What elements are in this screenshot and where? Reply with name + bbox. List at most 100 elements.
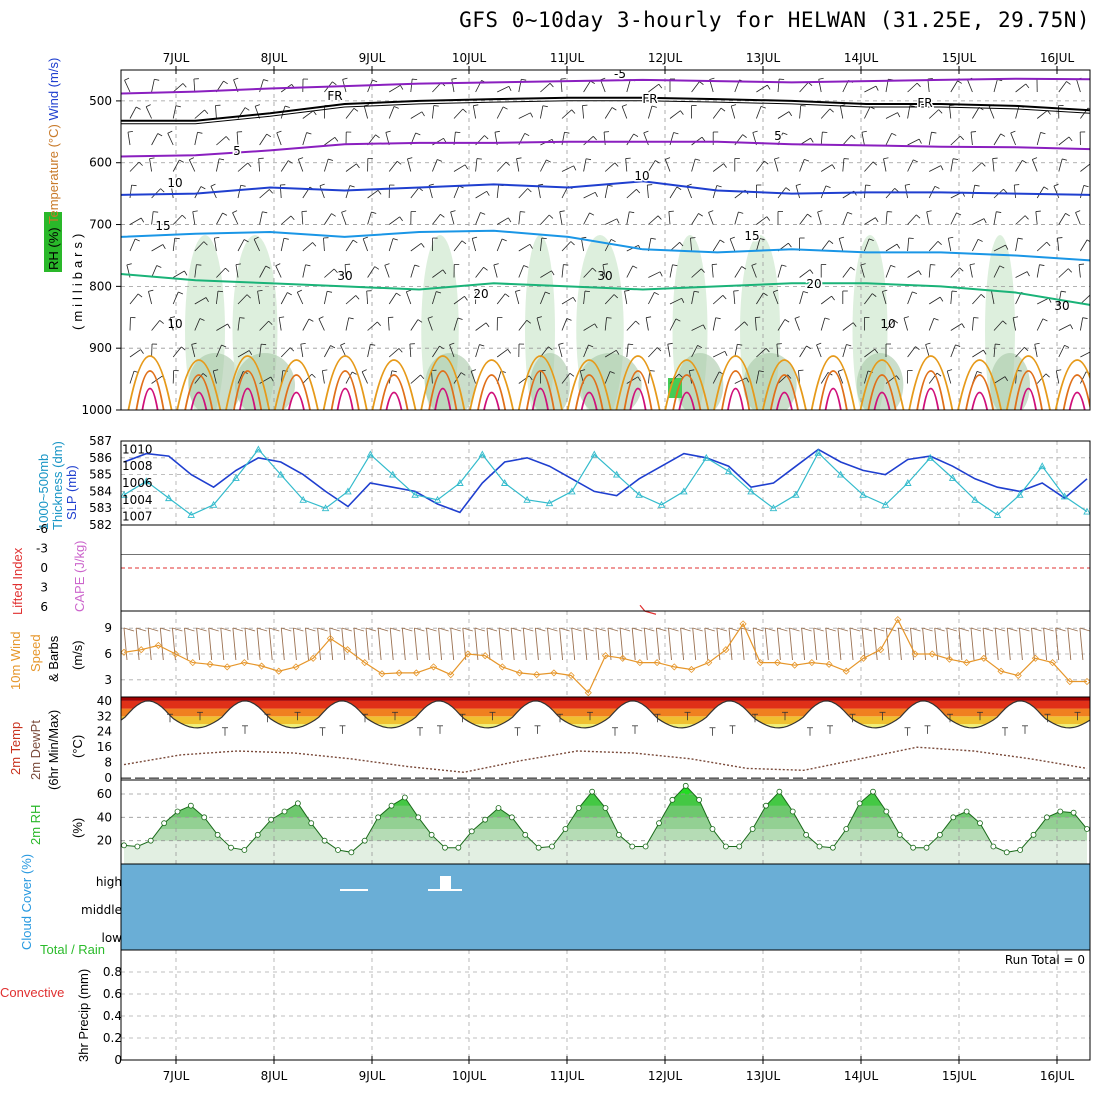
barb-14-9: [427, 318, 433, 331]
wind-speed-point-1: [137, 646, 145, 654]
temp-ytick-8: 8: [104, 756, 112, 770]
barb-flag-13-3: [407, 157, 413, 160]
barb-flag-36-8: [912, 291, 918, 295]
isotherm-label-2: FR: [642, 92, 657, 106]
barb-2-7: [172, 270, 185, 278]
low-isotherm-18-2: [1019, 387, 1037, 410]
barb-3-6: [194, 241, 205, 252]
wind-speed-point-50: [980, 654, 988, 662]
rh-point-36: [602, 805, 609, 811]
wind-speed-point-48: [945, 655, 953, 663]
wind-barb-flag-48: [704, 627, 715, 632]
date-top-7JUL: 7JUL: [163, 51, 190, 65]
barb-flag-16-9: [485, 322, 490, 328]
rh-point-12: [281, 808, 288, 815]
rh-point-45: [722, 843, 729, 850]
barb-flag-40-4: [1003, 188, 1008, 194]
barb-flag-10-1: [353, 107, 359, 112]
thickness-point-38: [971, 495, 979, 503]
barb-flag-21-7: [592, 267, 597, 272]
barb-flag-27-0: [709, 77, 715, 80]
barb-11-10: [367, 344, 371, 358]
barb-43-3: [1058, 158, 1063, 172]
barb-20-11: [561, 373, 571, 384]
isotherm-label-5: 5: [774, 129, 782, 143]
barb-15-8: [453, 296, 465, 305]
wind-barb-flag-17: [329, 627, 340, 632]
barb-flag-33-6: [839, 236, 845, 239]
barb-43-2: [1058, 136, 1070, 146]
upper-air-axis: 500 600 700 800 900 1000 RH (%) Temperature (°…: [44, 58, 121, 417]
barb-flag-27-6: [719, 239, 725, 243]
upper-ytick-700: 700: [89, 218, 112, 232]
barb-14-7: [432, 269, 444, 278]
temp-ylabel-1: 2m Temp: [8, 722, 23, 775]
barb-18-7: [518, 265, 525, 278]
barb-flag-38-2: [960, 135, 965, 141]
wind-barb-flag-69: [958, 627, 970, 632]
isotherm-label-9: 15: [744, 229, 759, 243]
barb-7-2: [276, 132, 282, 146]
barb-flag-36-9: [903, 316, 909, 319]
barb-flag-2-3: [179, 159, 184, 163]
barb-flag-41-5: [1024, 215, 1029, 220]
temp-ylabel-2: 2m DewPt: [28, 720, 43, 780]
wind-barb-45: [668, 627, 672, 661]
temp-ylabel-4: (°C): [70, 735, 85, 758]
rh-point-32: [549, 843, 555, 850]
barb-flag-42-3: [1032, 157, 1038, 160]
rh-point-48: [763, 802, 769, 809]
slp-ytick-1004: 1004: [122, 493, 153, 507]
li-series-line: [639, 604, 657, 615]
barb-17-7: [493, 264, 498, 278]
wind-barb-3: [159, 627, 164, 661]
barb-23-9: [626, 320, 636, 331]
wind-speed-point-29: [619, 654, 627, 662]
low-isotherm-3-0: [273, 359, 319, 410]
barb-flag-12-3: [396, 160, 402, 165]
barb-flag-32-1: [829, 108, 834, 113]
barb-16-11: [470, 371, 476, 384]
barb-36-5: [907, 214, 917, 225]
barb-39-2: [970, 132, 973, 146]
wind-speed-point-52: [1014, 671, 1022, 680]
barb-21-6: [580, 238, 584, 252]
rh-point-71: [1070, 809, 1077, 816]
low-isotherm-10-0: [615, 355, 661, 410]
barb-flag-23-1: [621, 104, 627, 107]
barb-36-6: [907, 238, 910, 252]
isotherm-FR-second: [121, 100, 1090, 125]
barb-22-0: [600, 79, 606, 93]
barb-26-8: [691, 291, 695, 305]
barb-30-9: [777, 319, 786, 331]
barb-flag-20-2: [564, 131, 570, 134]
barb-8-11: [302, 373, 313, 384]
barb-flag-16-6: [472, 236, 478, 239]
wind-barb-16: [317, 627, 322, 661]
thickness-point-9: [321, 504, 330, 512]
barb-17-6: [496, 238, 503, 252]
barb-flag-22-3: [614, 162, 619, 167]
barb-flag-34-5: [875, 217, 879, 223]
barb-flag-12-7: [384, 263, 390, 266]
barb-5-3: [237, 162, 249, 172]
upper-ylabel: RH (%) Temperature (°C) Wind (m/s): [44, 58, 62, 272]
barb-flag-9-5: [331, 213, 336, 217]
barb-38-7: [950, 267, 960, 278]
wind-speed-point-16: [395, 669, 403, 677]
rh-point-20: [388, 802, 395, 809]
date-bottom-11JUL: 11JUL: [550, 1069, 585, 1083]
barb-22-5: [605, 218, 618, 225]
thickness-point-8: [299, 495, 307, 503]
rh-point-11: [268, 816, 275, 823]
barb-flag-40-6: [1005, 244, 1009, 250]
barb-42-9: [1036, 318, 1044, 331]
wind-barb-59: [837, 627, 842, 661]
barb-flag-18-9: [526, 319, 531, 324]
barb-flag-16-5: [480, 212, 486, 215]
thickness-point-32: [836, 470, 845, 478]
barb-33-9: [842, 322, 854, 331]
barb-flag-17-0: [508, 86, 512, 91]
barb-flag-37-2: [931, 131, 937, 134]
barb-flag-3-6: [203, 241, 208, 246]
